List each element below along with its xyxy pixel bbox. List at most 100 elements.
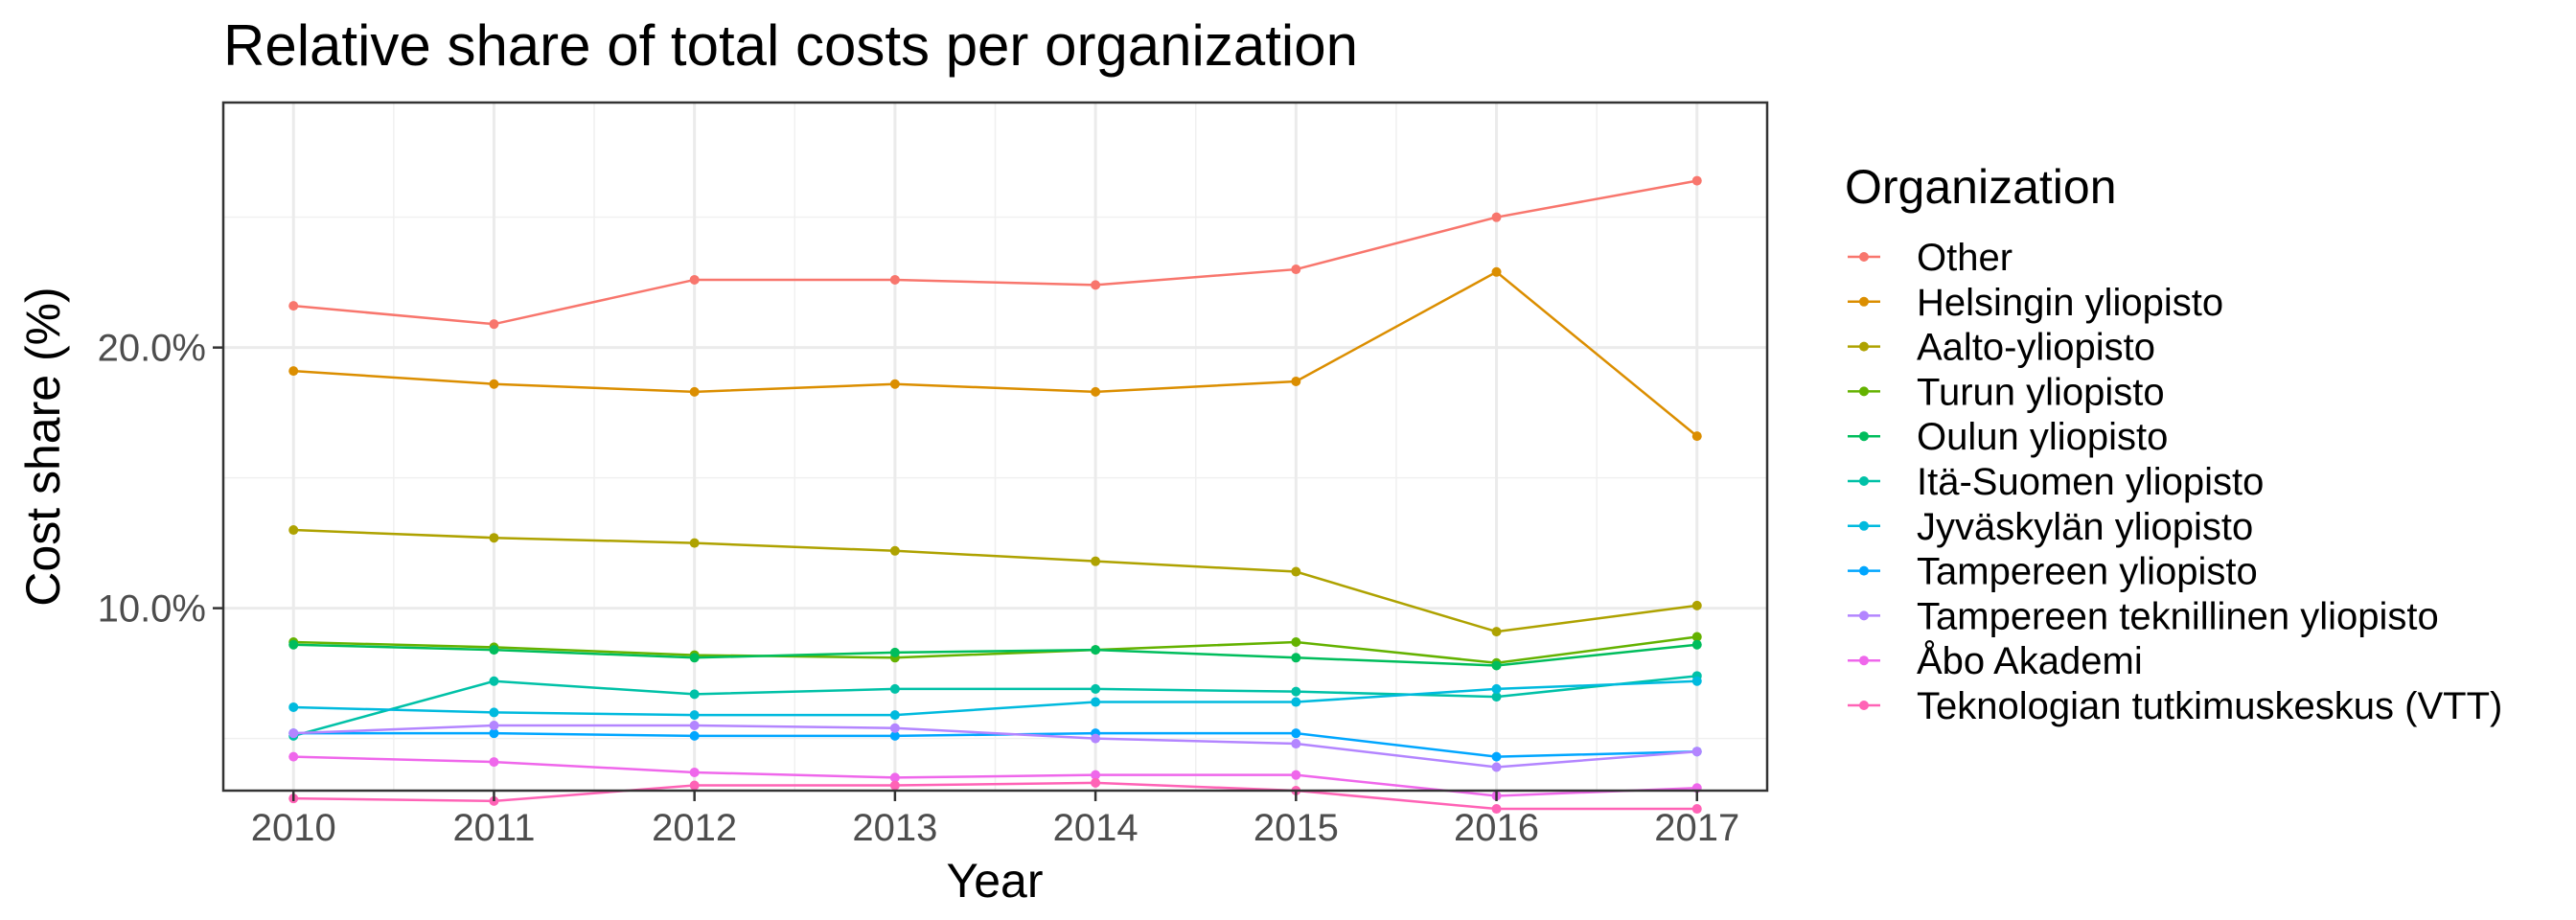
- data-point: [1491, 660, 1502, 671]
- legend-key-point: [1859, 431, 1869, 442]
- data-point: [689, 386, 700, 397]
- data-point: [689, 538, 700, 548]
- data-point: [689, 721, 700, 731]
- data-point: [889, 710, 900, 721]
- data-point: [889, 274, 900, 285]
- data-point: [889, 683, 900, 694]
- data-point: [889, 379, 900, 389]
- x-tick-label: 2015: [1254, 807, 1339, 849]
- data-point: [288, 728, 299, 739]
- legend-key-point: [1859, 476, 1869, 486]
- data-point: [1491, 212, 1502, 222]
- data-point: [1091, 777, 1101, 788]
- chart-title: Relative share of total costs per organi…: [223, 13, 1358, 78]
- data-point: [288, 639, 299, 650]
- data-point: [1091, 386, 1101, 397]
- x-axis: 2010 2011 2012 2013 2014 2015 2016 2017: [251, 791, 1739, 849]
- data-point: [1291, 770, 1301, 780]
- legend-key-point: [1859, 296, 1869, 307]
- data-point: [288, 751, 299, 762]
- series-4: [288, 639, 1702, 671]
- data-point: [489, 707, 499, 718]
- data-point: [1291, 728, 1301, 739]
- data-point: [1091, 770, 1101, 780]
- legend-label: Åbo Akademi: [1917, 639, 2143, 682]
- legend-item: Oulun yliopisto: [1848, 416, 2168, 458]
- legend-key-point: [1859, 341, 1869, 352]
- data-point: [689, 780, 700, 791]
- data-point: [1491, 683, 1502, 694]
- data-point: [1091, 556, 1101, 566]
- x-tick-label: 2017: [1654, 807, 1739, 849]
- data-point: [689, 730, 700, 741]
- series-1: [288, 266, 1702, 442]
- legend-key-point: [1859, 520, 1869, 531]
- data-point: [489, 728, 499, 739]
- data-point: [1491, 762, 1502, 772]
- legend-label: Aalto-yliopisto: [1917, 327, 2155, 369]
- series-0: [288, 175, 1702, 330]
- legend-item: Teknologian tutkimuskeskus (VTT): [1848, 685, 2502, 727]
- data-point: [1091, 697, 1101, 707]
- data-point: [489, 676, 499, 686]
- data-point: [1291, 566, 1301, 577]
- data-point: [889, 647, 900, 657]
- data-point: [689, 653, 700, 663]
- legend-item: Other: [1848, 237, 2012, 279]
- series-line: [293, 724, 1697, 769]
- series-10: [288, 777, 1702, 815]
- legend-item: Helsingin yliopisto: [1848, 282, 2223, 324]
- legend-item: Aalto-yliopisto: [1848, 327, 2155, 369]
- data-point: [1691, 632, 1702, 642]
- plot-border: [221, 101, 1769, 793]
- series-6: [288, 676, 1702, 721]
- legend-label: Helsingin yliopisto: [1917, 282, 2223, 324]
- legend-item: Itä-Suomen yliopisto: [1848, 461, 2264, 503]
- data-point: [1291, 264, 1301, 275]
- data-point: [489, 757, 499, 768]
- data-point: [689, 689, 700, 700]
- y-axis: 10.0% 20.0%: [98, 328, 223, 631]
- data-point: [1091, 683, 1101, 694]
- legend-label: Oulun yliopisto: [1917, 416, 2168, 458]
- x-axis-label: Year: [946, 854, 1043, 908]
- data-point: [288, 702, 299, 712]
- data-point: [1491, 627, 1502, 637]
- legend-item: Turun yliopisto: [1848, 371, 2165, 413]
- legend-label: Turun yliopisto: [1917, 371, 2165, 413]
- x-tick-label: 2012: [652, 807, 737, 849]
- data-point: [489, 721, 499, 731]
- data-point: [889, 723, 900, 733]
- data-point: [1691, 747, 1702, 757]
- series-line: [293, 270, 1698, 438]
- data-point: [489, 533, 499, 543]
- x-tick-label: 2011: [452, 807, 535, 849]
- series-7: [288, 728, 1702, 762]
- data-point: [889, 772, 900, 783]
- data-point: [1291, 686, 1301, 697]
- legend-item: Tampereen yliopisto: [1848, 551, 2258, 593]
- data-point: [489, 645, 499, 656]
- legend-label: Jyväskylän yliopisto: [1917, 506, 2253, 548]
- legend-key-point: [1859, 252, 1869, 262]
- series-layer: [288, 175, 1702, 815]
- x-tick-label: 2014: [1053, 807, 1138, 849]
- data-point: [1091, 733, 1101, 744]
- data-point: [689, 710, 700, 721]
- data-point: [1491, 266, 1502, 277]
- data-point: [1291, 697, 1301, 707]
- data-point: [288, 525, 299, 536]
- legend-label: Itä-Suomen yliopisto: [1917, 461, 2264, 503]
- legend-item: Åbo Akademi: [1848, 639, 2143, 682]
- series-line: [293, 643, 1697, 667]
- legend-label: Tampereen yliopisto: [1917, 551, 2258, 593]
- legend-label: Tampereen teknillinen yliopisto: [1917, 595, 2439, 637]
- legend-key-point: [1859, 565, 1869, 576]
- data-point: [1691, 600, 1702, 610]
- legend-item: Jyväskylän yliopisto: [1848, 506, 2253, 548]
- legend-key-point: [1859, 656, 1869, 666]
- series-line: [293, 679, 1697, 717]
- data-point: [889, 545, 900, 556]
